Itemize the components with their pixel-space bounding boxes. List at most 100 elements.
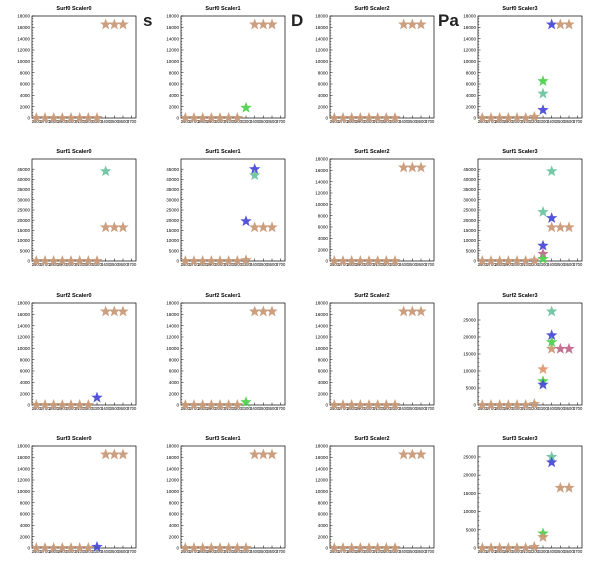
- y-tick-label: 6000: [318, 512, 329, 517]
- data-point: [47, 399, 60, 410]
- y-tick-label: 4000: [318, 93, 329, 98]
- data-point: [73, 542, 86, 553]
- chart-svg: Surf2 Scaler0 0 2000 4000 6000 8000 10000 12000…: [17, 293, 137, 411]
- data-point: [354, 542, 367, 553]
- data-point: [205, 112, 218, 123]
- x-tick-label: 3700: [127, 406, 137, 411]
- data-point: [389, 255, 401, 266]
- y-tick-label: 18000: [17, 444, 30, 449]
- y-tick-label: 2000: [466, 104, 477, 109]
- y-tick-label: 14000: [315, 36, 328, 41]
- y-tick-label: 10000: [166, 238, 179, 243]
- data-point: [117, 305, 129, 317]
- data-point: [257, 18, 270, 30]
- data-point: [214, 399, 226, 410]
- data-point: [30, 112, 43, 123]
- x-tick-label: 3700: [276, 119, 286, 124]
- x-tick-label: 3700: [573, 262, 583, 267]
- x-tick-label: 3700: [127, 262, 137, 267]
- data-point: [371, 112, 384, 123]
- y-tick-label: 14000: [17, 323, 30, 328]
- y-tick-label: 0: [473, 259, 476, 264]
- x-tick-label: 3100: [75, 262, 85, 267]
- data-point: [99, 448, 112, 460]
- x-tick-label: 3400: [399, 406, 409, 411]
- x-tick-label: 2900: [504, 406, 514, 411]
- data-point: [196, 399, 209, 410]
- x-tick-label: 3500: [556, 406, 566, 411]
- plot-frame: [31, 15, 137, 119]
- x-tick-label: 3200: [382, 262, 392, 267]
- x-tick-label: 2800: [495, 119, 505, 124]
- y-tick-label: 25000: [166, 208, 179, 213]
- x-tick-label: 2900: [207, 406, 217, 411]
- x-tick-label: 3700: [425, 262, 435, 267]
- data-point: [39, 542, 51, 553]
- y-tick-label: 25000: [463, 318, 476, 323]
- x-tick-label: 3400: [547, 119, 557, 124]
- y-tick-label: 16000: [166, 25, 179, 30]
- data-point: [354, 255, 367, 266]
- data-point: [266, 18, 278, 30]
- plot-frame: [477, 302, 583, 406]
- x-tick-label: 3200: [84, 262, 94, 267]
- data-point: [214, 112, 226, 123]
- y-tick-label: 0: [325, 116, 328, 121]
- chart-title: Surf3 Scaler2: [354, 436, 389, 442]
- y-tick-label: 8000: [20, 500, 31, 505]
- x-tick-label: 2600: [181, 119, 191, 124]
- data-point: [371, 542, 384, 553]
- data-point: [545, 450, 558, 462]
- x-tick-label: 3000: [512, 549, 522, 554]
- x-tick-label: 3300: [241, 406, 251, 411]
- x-tick-label: 3500: [110, 262, 120, 267]
- data-point: [117, 221, 129, 233]
- y-tick-label: 10000: [463, 369, 476, 374]
- y-tick-label: 5000: [20, 248, 31, 253]
- x-tick-label: 3300: [241, 262, 251, 267]
- x-tick-label: 2900: [504, 262, 514, 267]
- data-point: [406, 161, 419, 173]
- data-point: [328, 112, 341, 123]
- x-tick-label: 3500: [259, 262, 269, 267]
- chart-title: Surf3 Scaler1: [205, 436, 240, 442]
- data-point: [528, 540, 541, 552]
- y-tick-label: 14000: [315, 323, 328, 328]
- y-tick-label: 30000: [166, 197, 179, 202]
- y-tick-label: 4000: [318, 523, 329, 528]
- plot-frame: [31, 158, 137, 262]
- data-point: [266, 448, 278, 460]
- y-tick-label: 12000: [17, 48, 30, 53]
- data-point: [240, 396, 252, 408]
- data-point: [328, 542, 341, 553]
- y-tick-label: 0: [325, 403, 328, 408]
- data-point: [248, 221, 261, 233]
- data-point: [354, 112, 367, 123]
- x-tick-label: 2700: [486, 262, 496, 267]
- data-point: [363, 399, 375, 410]
- y-tick-label: 16000: [17, 25, 30, 30]
- data-point: [222, 255, 235, 266]
- x-tick-label: 3300: [390, 119, 400, 124]
- x-tick-label: 3000: [364, 549, 374, 554]
- plot-frame: [329, 445, 435, 549]
- x-tick-label: 3400: [250, 406, 260, 411]
- chart-svg: Surf1 Scaler1 0 5000 10000 15000 20000 25000 30…: [166, 149, 286, 267]
- y-tick-label: 18000: [463, 14, 476, 19]
- x-tick-label: 3400: [547, 262, 557, 267]
- chart-panel: Surf0 Scaler2 0 2000 4000 6000 8000 10000 12000…: [298, 0, 445, 143]
- x-tick-label: 3000: [66, 406, 76, 411]
- data-point: [30, 399, 43, 410]
- y-tick-label: 14000: [463, 36, 476, 41]
- y-tick-label: 0: [473, 116, 476, 121]
- data-point: [545, 456, 558, 468]
- data-point: [214, 255, 226, 266]
- data-point: [545, 212, 558, 224]
- x-tick-label: 3700: [127, 119, 137, 124]
- x-tick-label: 3300: [538, 119, 548, 124]
- x-tick-label: 2800: [198, 406, 208, 411]
- x-tick-label: 2900: [356, 406, 366, 411]
- y-tick-label: 8000: [318, 213, 329, 218]
- data-point: [222, 112, 235, 123]
- x-tick-label: 3200: [233, 119, 243, 124]
